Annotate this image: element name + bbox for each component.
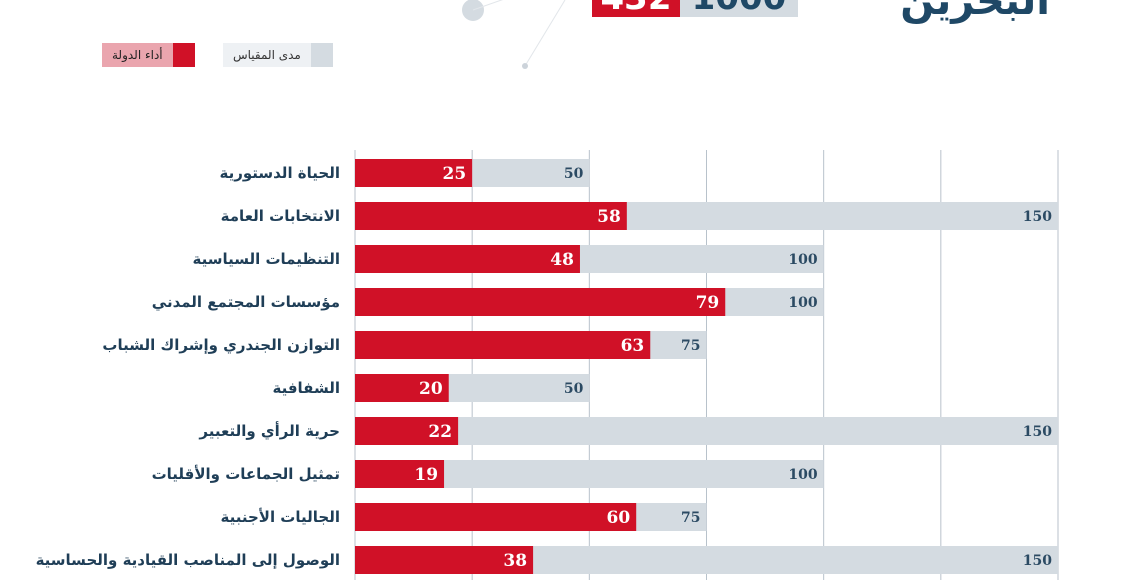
scale-value-label: 75 [681,338,700,354]
country-bar [355,546,534,574]
country-bar [355,374,449,402]
scale-value-label: 100 [788,252,817,268]
country-value-label: 58 [597,207,621,227]
country-value-label: 48 [550,250,574,270]
country-bar [355,331,651,359]
country-value-label: 60 [607,508,631,528]
category-label: التوازن الجندري وإشراك الشباب [102,336,340,355]
category-label: تمثيل الجماعات والأقليات [152,465,340,483]
country-bar [355,288,726,316]
scale-bar [355,417,1058,445]
category-label: التنظيمات السياسية [192,250,340,268]
category-label: الجاليات الأجنبية [221,508,341,526]
decor-dot [462,0,484,21]
legend-swatch-scale [310,43,333,67]
country-value-label: 25 [442,164,466,184]
max-score: 1000 [680,0,798,17]
decor-line [524,0,566,67]
category-label: حرية الرأي والتعبير [198,421,340,441]
category-label: الوصول إلى المناصب القيادية والحساسية [36,551,340,569]
decor-line [472,0,504,11]
scale-value-label: 150 [1023,553,1052,569]
country-value-label: 19 [414,465,438,485]
legend-country: أداء الدولة [102,43,195,67]
scale-value-label: 150 [1023,424,1052,440]
scale-value-label: 100 [788,467,817,483]
country-bar [355,202,627,230]
country-bar [355,503,637,531]
country-bar [355,417,459,445]
legend-label-country: أداء الدولة [102,43,173,67]
chart-title: البحرين [900,0,1050,24]
legend-scale: مدى المقياس [223,43,333,67]
scale-value-label: 75 [681,510,700,526]
country-value-label: 20 [419,379,443,399]
category-label: مؤسسات المجتمع المدني [152,293,340,311]
legend-swatch-country [172,43,195,67]
country-score: 432 [592,0,680,17]
category-label: الانتخابات العامة [221,207,340,225]
category-label: الشفافية [272,379,340,397]
country-bar [355,159,473,187]
country-value-label: 63 [621,336,645,356]
country-value-label: 79 [696,293,720,313]
scale-value-label: 50 [564,166,584,182]
legend-label-scale: مدى المقياس [223,43,311,67]
country-value-label: 22 [428,422,452,442]
country-bar [355,460,445,488]
scale-value-label: 150 [1023,209,1052,225]
decor-dot [522,63,528,69]
country-value-label: 38 [503,551,527,571]
scale-value-label: 100 [788,295,817,311]
category-label: الحياة الدستورية [220,164,341,182]
country-bar [355,245,580,273]
scale-value-label: 50 [564,381,584,397]
